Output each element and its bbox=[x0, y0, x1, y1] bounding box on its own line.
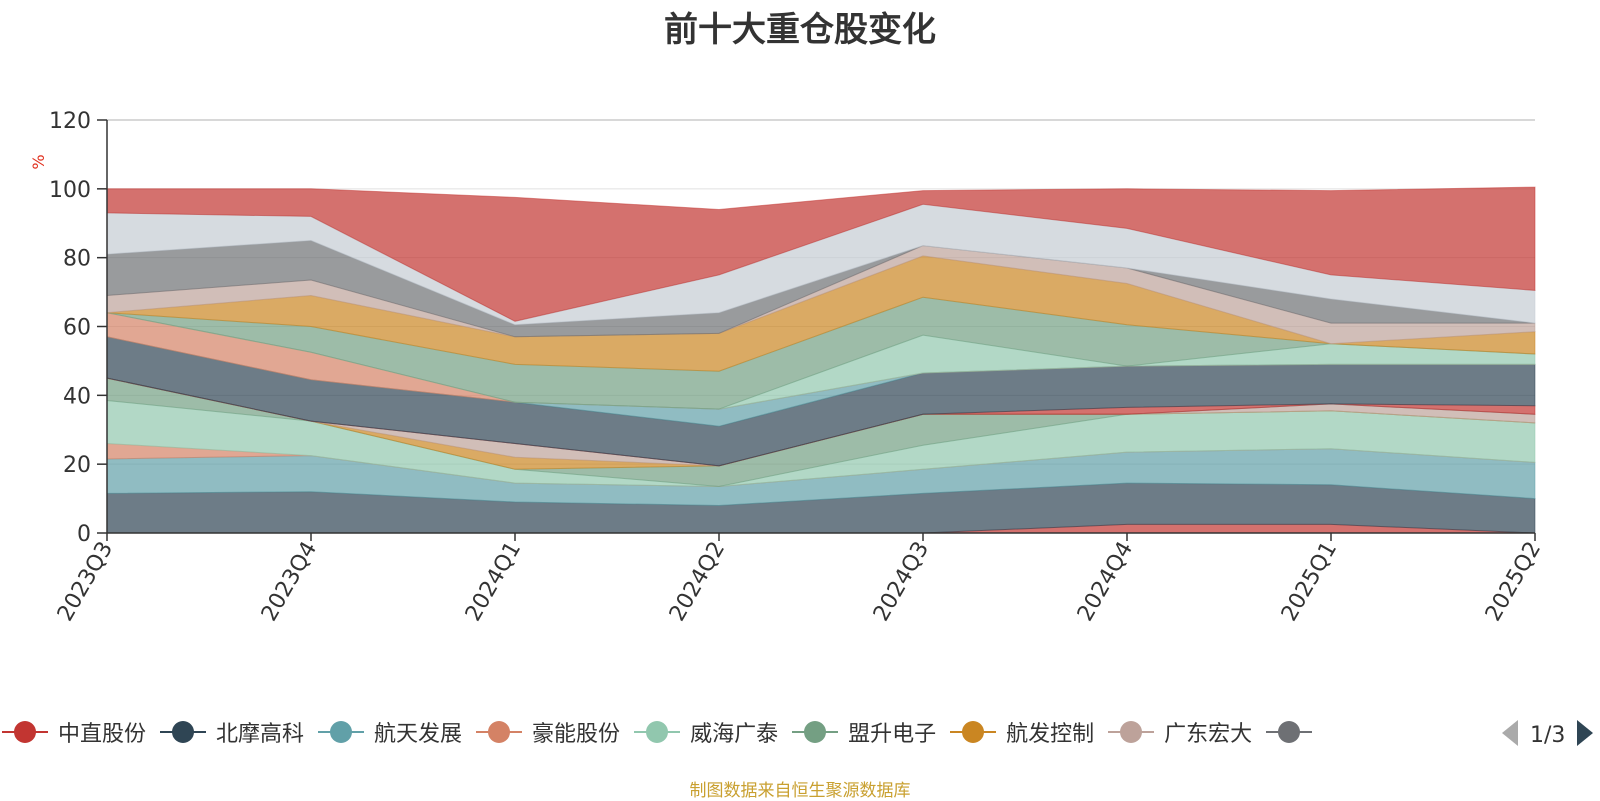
x-tick-label: 2024Q2 bbox=[665, 538, 730, 626]
x-tick-label: 2024Q4 bbox=[1073, 538, 1138, 626]
legend-marker-icon bbox=[950, 721, 997, 743]
legend-label: 豪能股份 bbox=[532, 722, 621, 747]
legend-marker-icon bbox=[160, 721, 207, 743]
legend-page-indicator: 1/3 bbox=[1530, 722, 1566, 748]
x-tick-label: 2025Q1 bbox=[1277, 538, 1342, 626]
legend-marker-icon bbox=[634, 721, 681, 743]
y-axis-unit-label: % bbox=[29, 154, 48, 169]
legend-item[interactable]: 北摩高科 bbox=[158, 716, 304, 748]
legend-marker-icon bbox=[792, 721, 839, 743]
legend-marker-icon bbox=[2, 721, 48, 743]
y-tick-label: 120 bbox=[49, 109, 91, 134]
legend-label: 航发控制 bbox=[1006, 722, 1095, 747]
legend-label: 威海广泰 bbox=[690, 722, 779, 747]
y-tick-label: 60 bbox=[63, 316, 91, 341]
legend-item[interactable]: 中直股份 bbox=[0, 716, 146, 748]
legend-label: 盟升电子 bbox=[848, 722, 937, 747]
x-tick-label: 2025Q2 bbox=[1481, 538, 1546, 626]
legend-label: 航天发展 bbox=[374, 722, 463, 747]
legend-item[interactable]: 广东宏大 bbox=[1106, 716, 1252, 748]
y-tick-label: 80 bbox=[63, 247, 91, 272]
x-tick-label: 2023Q4 bbox=[257, 538, 322, 626]
legend-prev-page-icon[interactable] bbox=[1500, 718, 1520, 752]
legend-marker-icon bbox=[476, 721, 523, 743]
legend-pager: 1/3 bbox=[1500, 718, 1595, 752]
legend-label: 广东宏大 bbox=[1164, 722, 1253, 747]
area-series bbox=[106, 186, 1536, 534]
x-tick-label: 2024Q3 bbox=[869, 538, 934, 626]
legend-marker-icon bbox=[1266, 721, 1313, 743]
y-tick-label: 0 bbox=[77, 522, 91, 547]
legend-item[interactable]: 威海广泰 bbox=[632, 716, 778, 748]
legend-label: 北摩高科 bbox=[216, 722, 305, 747]
y-tick-label: 40 bbox=[63, 384, 91, 409]
legend-item[interactable]: 豪能股份 bbox=[474, 716, 620, 748]
legend-item[interactable]: 航天发展 bbox=[316, 716, 462, 748]
chart-title: 前十大重仓股变化 bbox=[664, 10, 936, 50]
chart-plot: 0 20 40 60 80 100 120 2023Q3 2023Q4 2024Q1 2024Q2 2… bbox=[29, 109, 1546, 626]
y-tick-label: 20 bbox=[63, 453, 91, 478]
legend-marker-icon bbox=[318, 721, 365, 743]
legend-next-page-icon[interactable] bbox=[1575, 718, 1595, 752]
legend-item[interactable]: 盟升电子 bbox=[790, 716, 936, 748]
legend-item[interactable] bbox=[1264, 718, 1322, 746]
legend-marker-icon bbox=[1108, 721, 1155, 743]
x-tick-label: 2024Q1 bbox=[461, 538, 526, 626]
source-note: 制图数据来自恒生聚源数据库 bbox=[689, 781, 911, 801]
y-tick-label: 100 bbox=[49, 178, 91, 203]
x-tick-label: 2023Q3 bbox=[53, 538, 118, 626]
legend-label: 中直股份 bbox=[58, 722, 147, 747]
legend: 中直股份 北摩高科 航天发展 豪能股份 威海广泰 盟升电子 航发控制 广东宏大 bbox=[0, 716, 1490, 756]
legend-item[interactable]: 航发控制 bbox=[948, 716, 1094, 748]
area-s20 bbox=[106, 186, 1536, 322]
